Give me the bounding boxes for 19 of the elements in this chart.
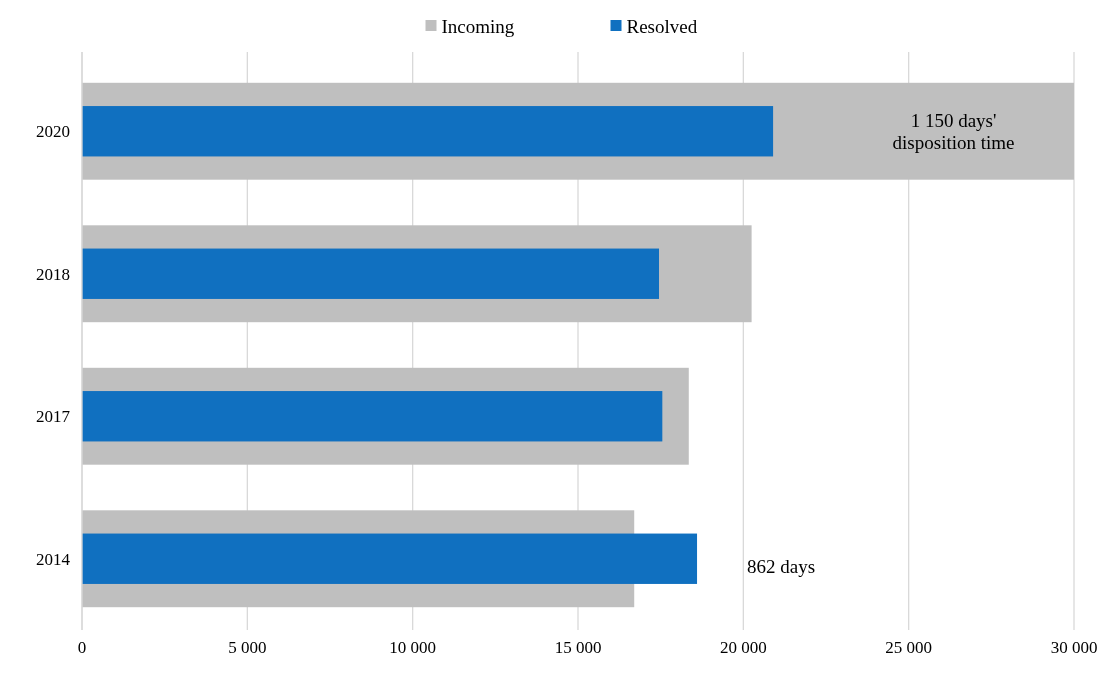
y-tick-label: 2017 — [36, 407, 71, 427]
bar — [82, 248, 660, 299]
y-tick-label: 2014 — [36, 549, 71, 569]
x-tick-label: 25 000 — [885, 638, 933, 657]
x-tick-label: 15 000 — [554, 638, 602, 657]
y-tick-label: 2018 — [36, 264, 70, 284]
legend-label: Resolved — [626, 15, 698, 37]
y-tick-label: 2020 — [36, 122, 70, 142]
bar — [82, 533, 698, 584]
bar — [82, 106, 774, 157]
x-tick-label: 0 — [77, 638, 87, 657]
bar — [82, 391, 663, 442]
annotation: 862 days — [747, 556, 816, 578]
x-tick-label: 10 000 — [389, 638, 437, 657]
x-tick-label: 5 000 — [228, 638, 267, 657]
x-tick-label: 30 000 — [1050, 638, 1098, 657]
x-tick-label: 20 000 — [719, 638, 767, 657]
legend-label: Incoming — [441, 15, 515, 37]
annotation: 1 150 days' disposition time — [892, 109, 1015, 153]
